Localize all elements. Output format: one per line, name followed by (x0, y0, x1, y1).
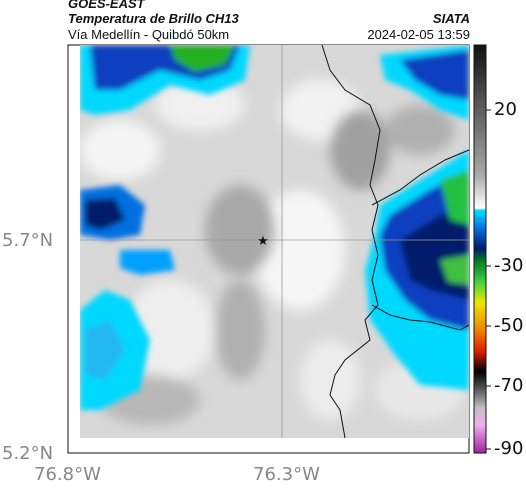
colorbar (473, 44, 487, 454)
border-line (371, 304, 469, 331)
colorbar-label-minus90: -90 (494, 438, 524, 459)
lon-tick-2: 76.3°W (253, 464, 320, 485)
lon-tick-1: 76.8°W (34, 464, 101, 485)
route-label: Vía Medellín - Quibdó 50km (68, 27, 230, 42)
lat-tick-1: 5.7°N (2, 230, 54, 251)
product-title: Temperatura de Brillo CH13 (68, 11, 239, 26)
lat-tick-2: 5.2°N (2, 443, 54, 464)
satellite-title: GOES-EAST (68, 0, 145, 11)
border-line-north (371, 149, 469, 206)
star-marker: ★ (257, 234, 269, 249)
coastline (321, 45, 381, 438)
datetime-label: 2024-02-05 13:59 (367, 27, 470, 42)
org-label: SIATA (432, 11, 470, 26)
colorbar-label-minus70: -70 (494, 375, 524, 396)
colorbar-label-20: 20 (494, 99, 517, 120)
colorbar-label-minus30: -30 (494, 255, 524, 276)
colorbar-label-minus50: -50 (494, 315, 524, 336)
